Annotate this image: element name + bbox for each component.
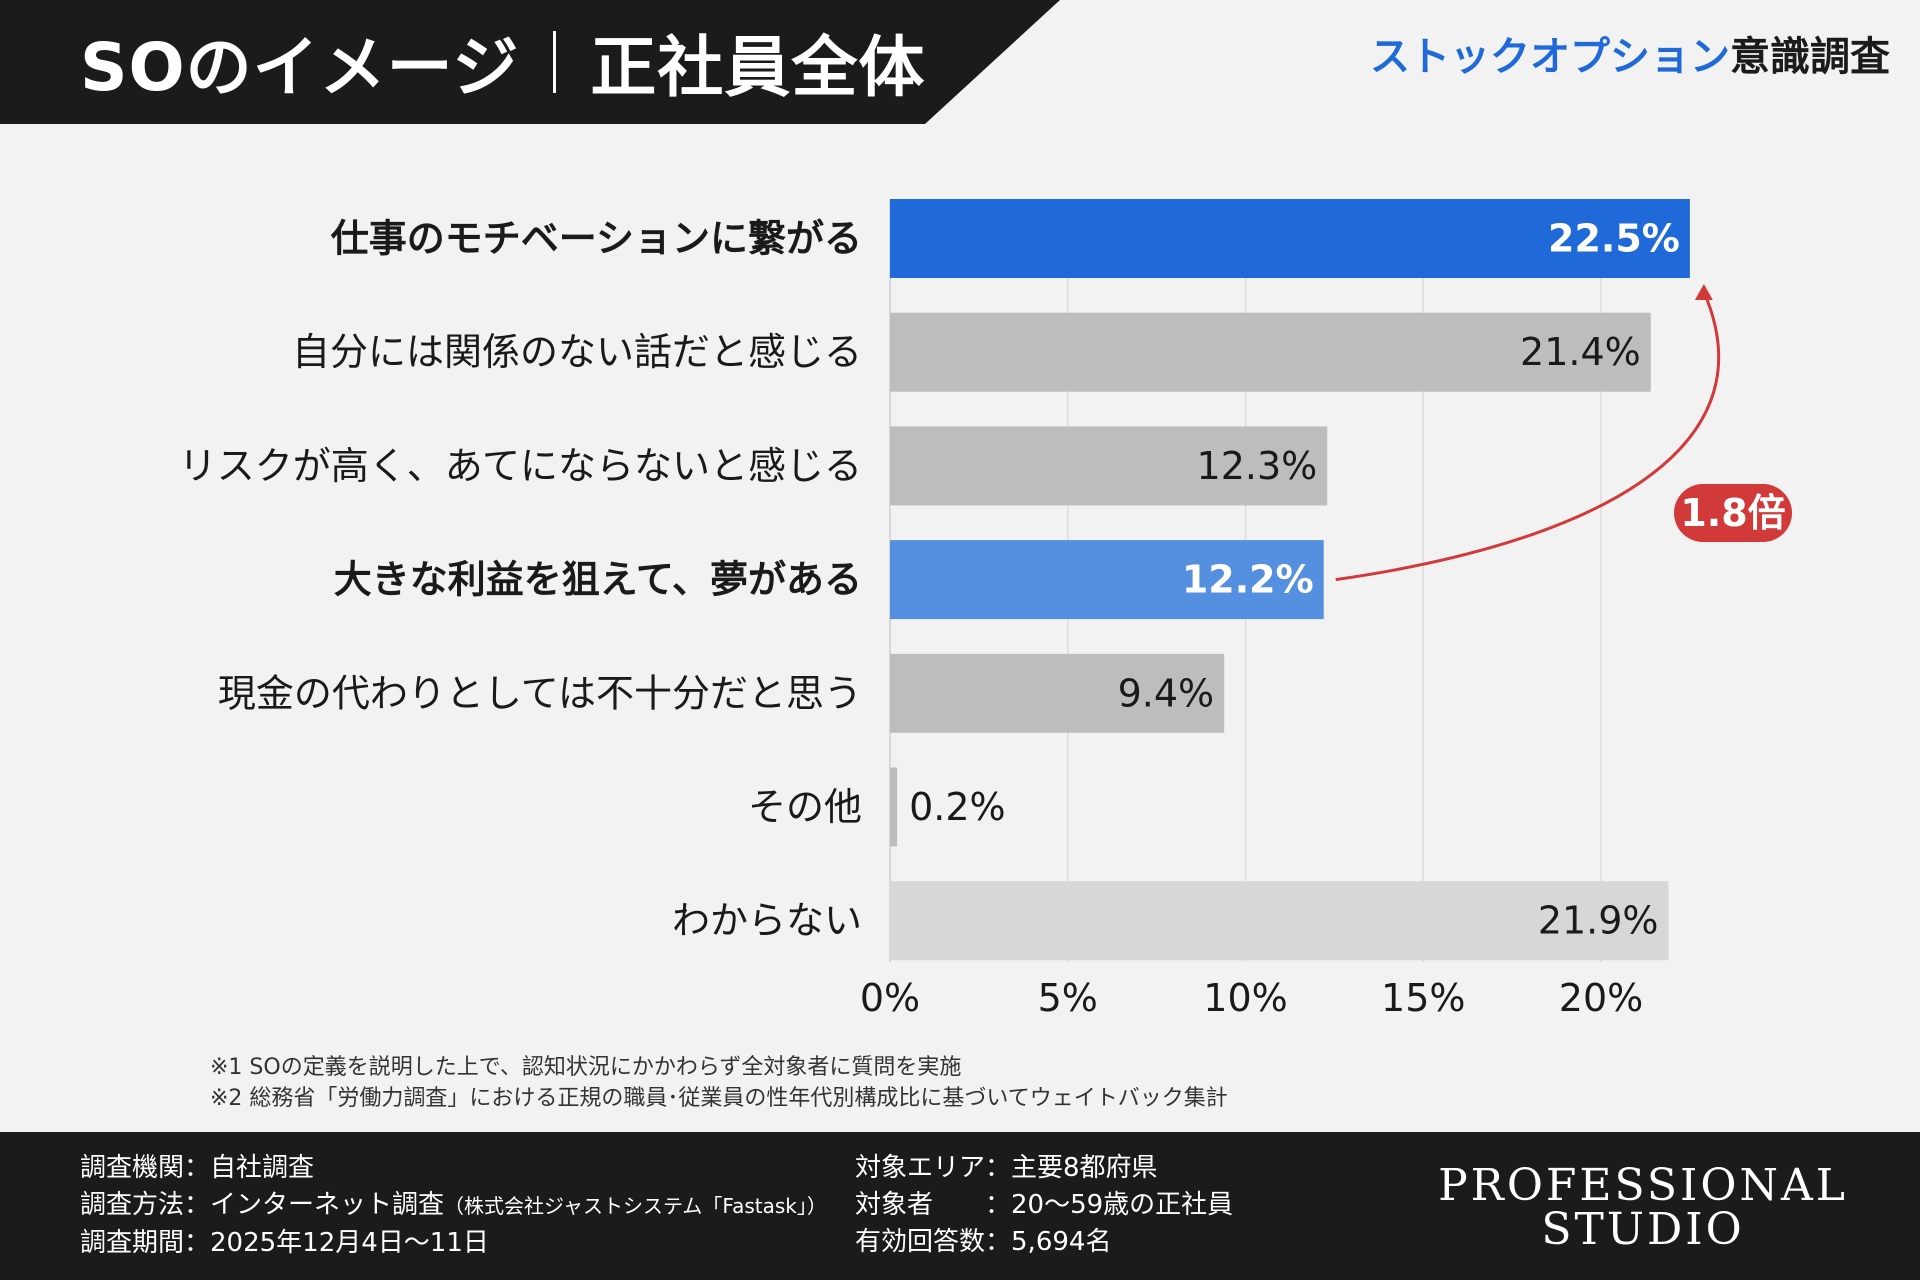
value-label: 0.2% bbox=[909, 785, 1006, 829]
x-tick-label: 15% bbox=[1381, 976, 1465, 1020]
value-label: 12.2% bbox=[1182, 558, 1314, 602]
footer-value: 5,694名 bbox=[1011, 1227, 1112, 1257]
title-separator bbox=[553, 31, 557, 93]
footer: 調査機関：自社調査 調査方法：インターネット調査（株式会社ジャストシステム「Fa… bbox=[0, 1132, 1920, 1280]
value-label: 22.5% bbox=[1548, 217, 1680, 261]
value-label: 21.4% bbox=[1520, 330, 1641, 374]
footer-survey-info: 調査機関：自社調査 調査方法：インターネット調査（株式会社ジャストシステム「Fa… bbox=[80, 1150, 827, 1262]
annotation-arrow-line bbox=[1335, 291, 1721, 582]
footer-value: 2025年12月4日～11日 bbox=[210, 1228, 489, 1258]
title-sub: 正社員全体 bbox=[590, 29, 926, 106]
bar-3 bbox=[890, 426, 1328, 506]
annotation-label: 1.8倍 bbox=[1680, 491, 1785, 535]
footer-row-method: 調査方法：インターネット調査（株式会社ジャストシステム「Fastask」） bbox=[80, 1187, 827, 1225]
category-label: その他 bbox=[748, 785, 862, 829]
x-tick-label: 0% bbox=[860, 976, 920, 1020]
footer-row-area: 対象エリア：主要8都府県 bbox=[855, 1150, 1233, 1187]
bar-7 bbox=[890, 881, 1669, 961]
footnote-1: ※1 SOの定義を説明した上で、認知状況にかかわらず全対象者に質問を実施 bbox=[210, 1055, 962, 1080]
bar-1 bbox=[890, 199, 1690, 278]
value-label: 9.4% bbox=[1118, 671, 1215, 715]
footer-target-info: 対象エリア：主要8都府県 対象者 ：20～59歳の正社員 有効回答数：5,694… bbox=[855, 1150, 1233, 1261]
footer-row-target: 対象者 ：20～59歳の正社員 bbox=[855, 1187, 1233, 1224]
bar-4 bbox=[890, 540, 1324, 620]
professional-studio-logo: PROFESSIONAL STUDIO bbox=[1438, 1164, 1848, 1252]
footer-value: 自社調査 bbox=[210, 1153, 315, 1183]
footer-label: 調査期間： bbox=[80, 1228, 211, 1258]
value-label: 12.3% bbox=[1197, 444, 1318, 488]
footer-label: 有効回答数： bbox=[855, 1227, 1012, 1257]
footer-value: 20～59歳の正社員 bbox=[1011, 1190, 1234, 1220]
survey-brand: ストックオプション意識調査 bbox=[1370, 24, 1890, 82]
annotation-badge bbox=[1674, 484, 1792, 542]
footnotes: ※1 SOの定義を説明した上で、認知状況にかかわらず全対象者に質問を実施 ※2 … bbox=[210, 1052, 1228, 1114]
brand-dark: 意識調査 bbox=[1730, 34, 1890, 80]
brand-blue: ストックオプション bbox=[1370, 34, 1730, 80]
category-label: 現金の代わりとしては不十分だと思う bbox=[218, 671, 862, 715]
footer-row-period: 調査期間：2025年12月4日～11日 bbox=[80, 1225, 827, 1262]
footer-value: インターネット調査 bbox=[210, 1190, 445, 1220]
bar-chart: 0% 5% 10% 15% 20% 仕事のモチベーションに繋がる 22.5% 自分には関係のな… bbox=[179, 199, 1792, 1020]
category-label: 仕事のモチベーションに繋がる bbox=[331, 217, 862, 261]
value-label: 21.9% bbox=[1538, 899, 1659, 943]
footer-row-agency: 調査機関：自社調査 bbox=[80, 1150, 827, 1187]
category-label: 自分には関係のない話だと感じる bbox=[292, 330, 862, 374]
x-tick-label: 10% bbox=[1203, 976, 1287, 1020]
logo-line-2: STUDIO bbox=[1541, 1204, 1745, 1255]
footnote-2: ※2 総務省「労働力調査」における正規の職員･従業員の性年代別構成比に基づいてウ… bbox=[210, 1086, 1228, 1111]
footer-label: 対象者 ： bbox=[855, 1190, 1012, 1220]
footer-label: 調査方法： bbox=[80, 1190, 211, 1220]
annotation-arrow-head bbox=[1694, 284, 1713, 300]
bar-2 bbox=[890, 312, 1651, 392]
category-label: リスクが高く、あてにならないと感じる bbox=[179, 444, 862, 488]
footer-label: 対象エリア： bbox=[855, 1153, 1012, 1183]
footer-row-responses: 有効回答数：5,694名 bbox=[855, 1224, 1233, 1261]
footer-value: 主要8都府県 bbox=[1011, 1153, 1158, 1183]
bar-6 bbox=[890, 767, 898, 847]
bar-5 bbox=[890, 653, 1225, 733]
title-main: SOのイメージ bbox=[80, 29, 520, 106]
page-title: SOのイメージ 正社員全体 bbox=[80, 22, 925, 106]
footer-method-detail: （株式会社ジャストシステム「Fastask」） bbox=[444, 1194, 827, 1218]
category-label: わからない bbox=[672, 899, 862, 943]
title-bar bbox=[0, 0, 1060, 124]
logo-line-1: PROFESSIONAL bbox=[1438, 1160, 1848, 1211]
footer-label: 調査機関： bbox=[80, 1153, 211, 1183]
x-tick-label: 5% bbox=[1038, 976, 1098, 1020]
x-tick-label: 20% bbox=[1559, 976, 1643, 1020]
category-label: 大きな利益を狙えて、夢がある bbox=[334, 558, 862, 602]
